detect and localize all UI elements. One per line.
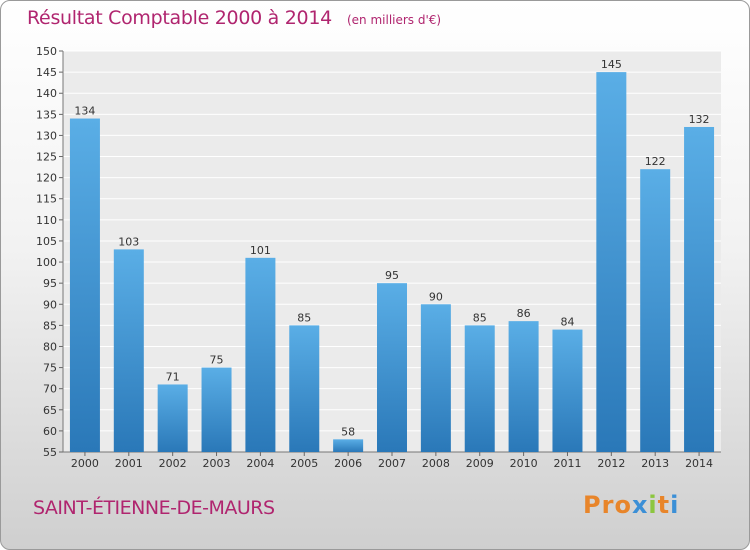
x-tick-label: 2009 xyxy=(466,457,494,470)
data-label: 103 xyxy=(118,235,139,248)
y-tick-label: 95 xyxy=(43,277,57,290)
proxiti-logo: Proxiti xyxy=(583,491,679,519)
bar-2001 xyxy=(113,249,144,452)
y-tick-label: 125 xyxy=(36,151,57,164)
data-label: 95 xyxy=(385,269,399,282)
bar-2012 xyxy=(596,72,627,453)
y-tick-label: 75 xyxy=(43,362,57,375)
bar-2011 xyxy=(552,329,583,452)
logo-letter: P xyxy=(583,491,602,519)
data-label: 84 xyxy=(560,316,574,329)
x-tick-label: 2012 xyxy=(597,457,625,470)
bar-2000 xyxy=(69,118,100,453)
y-tick-label: 65 xyxy=(43,404,57,417)
y-tick-label: 85 xyxy=(43,319,57,332)
y-tick-label: 60 xyxy=(43,425,57,438)
chart-subtitle: (en milliers d'€) xyxy=(346,13,442,27)
y-tick-label: 140 xyxy=(36,87,57,100)
x-tick-label: 2002 xyxy=(159,457,187,470)
bar-2002 xyxy=(157,384,188,452)
data-label: 145 xyxy=(601,58,622,71)
x-tick-label: 2000 xyxy=(71,457,99,470)
data-label: 86 xyxy=(517,307,531,320)
x-tick-label: 2003 xyxy=(203,457,231,470)
bar-2006 xyxy=(333,439,364,452)
bar-2013 xyxy=(640,169,671,453)
x-tick-label: 2005 xyxy=(290,457,318,470)
title-row: Résultat Comptable 2000 à 2014 (en milli… xyxy=(27,7,441,29)
data-label: 58 xyxy=(341,425,355,438)
y-tick-label: 120 xyxy=(36,172,57,185)
y-tick-label: 130 xyxy=(36,129,57,142)
y-tick-label: 55 xyxy=(43,446,57,459)
bar-2014 xyxy=(684,126,715,453)
data-label: 132 xyxy=(689,113,710,126)
y-tick-label: 105 xyxy=(36,235,57,248)
y-tick-label: 115 xyxy=(36,193,57,206)
logo-letter: i xyxy=(648,491,658,519)
x-tick-label: 2010 xyxy=(510,457,538,470)
y-tick-label: 80 xyxy=(43,340,57,353)
data-label: 71 xyxy=(166,370,180,383)
logo-letter: i xyxy=(670,491,680,519)
y-tick-label: 100 xyxy=(36,256,57,269)
bar-2005 xyxy=(289,325,320,452)
x-tick-label: 2011 xyxy=(553,457,581,470)
y-tick-label: 150 xyxy=(36,45,57,58)
bar-2008 xyxy=(420,304,451,452)
x-tick-label: 2014 xyxy=(685,457,713,470)
data-label: 90 xyxy=(429,290,443,303)
data-label: 101 xyxy=(250,244,271,257)
chart-title: Résultat Comptable 2000 à 2014 xyxy=(27,7,332,29)
bar-2003 xyxy=(201,367,232,452)
data-label: 85 xyxy=(473,311,487,324)
bar-2010 xyxy=(508,321,539,452)
x-tick-label: 2013 xyxy=(641,457,669,470)
y-tick-label: 70 xyxy=(43,383,57,396)
logo-letter: o xyxy=(614,491,632,519)
data-label: 122 xyxy=(645,155,666,168)
y-tick-label: 110 xyxy=(36,214,57,227)
x-tick-label: 2004 xyxy=(246,457,274,470)
commune-name: SAINT-ÉTIENNE-DE-MAURS xyxy=(33,497,275,519)
data-label: 75 xyxy=(210,354,224,367)
data-label: 85 xyxy=(297,311,311,324)
bar-2009 xyxy=(464,325,495,452)
x-tick-label: 2007 xyxy=(378,457,406,470)
x-tick-label: 2001 xyxy=(115,457,143,470)
x-tick-label: 2008 xyxy=(422,457,450,470)
x-tick-label: 2006 xyxy=(334,457,362,470)
y-tick-label: 145 xyxy=(36,66,57,79)
logo-letter: r xyxy=(601,491,615,519)
bar-2004 xyxy=(245,257,276,452)
data-label: 134 xyxy=(74,105,95,118)
y-tick-label: 90 xyxy=(43,298,57,311)
bar-2007 xyxy=(377,283,407,452)
logo-letter: t xyxy=(657,491,671,519)
y-tick-label: 135 xyxy=(36,108,57,121)
logo-letter: x xyxy=(631,491,649,519)
